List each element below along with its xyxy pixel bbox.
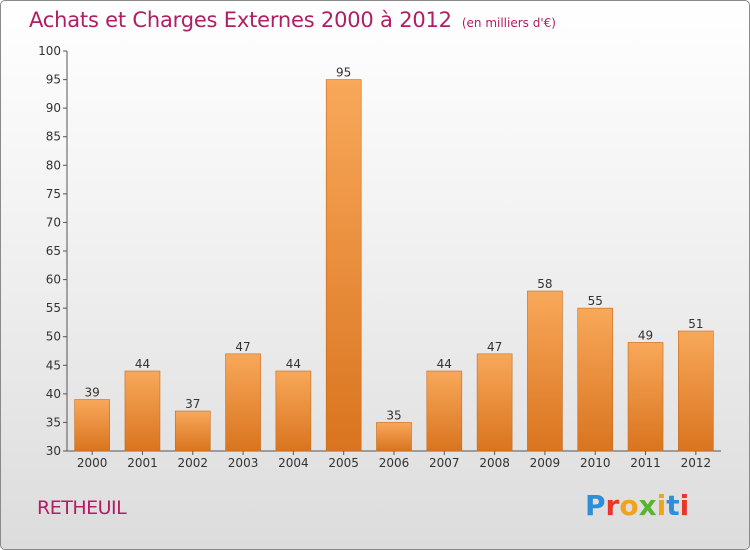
value-label: 95 [336,66,351,80]
value-label: 58 [537,277,552,291]
bar-layer [74,79,714,452]
x-tick-label: 2006 [379,456,410,470]
y-tick-label: 35 [46,415,61,429]
logo-letter: t [666,489,680,522]
logo-letter: o [619,489,639,522]
value-label: 39 [85,386,100,400]
x-tick-label: 2002 [177,456,208,470]
bar [678,330,714,452]
y-tick-label: 75 [46,187,61,201]
x-tick-label: 2003 [228,456,259,470]
axis-layer: 30 35 40 45 50 55 60 65 70 75 80 85 90 95 100 2000 2001 2… [38,44,721,470]
x-tick-label: 2007 [429,456,460,470]
value-label: 47 [487,340,502,354]
x-tick-label: 2004 [278,456,309,470]
y-tick-label: 90 [46,101,61,115]
y-tick-label: 50 [46,330,61,344]
bar [74,399,110,452]
value-label: 44 [437,357,452,371]
x-tick-label: 2008 [479,456,510,470]
y-tick-label: 85 [46,130,61,144]
y-tick-label: 80 [46,158,61,172]
bar [124,370,161,452]
proxiti-logo: Proxiti [585,489,689,522]
value-label: 49 [638,328,653,342]
y-tick-label: 65 [46,244,61,258]
y-tick-label: 40 [46,387,61,401]
chart-heading: Achats et Charges Externes 2000 à 2012 (e… [29,8,556,32]
bar [426,370,463,452]
x-tick-label: 2009 [530,456,561,470]
x-tick-label: 2012 [681,456,712,470]
x-tick-label: 2001 [127,456,158,470]
bar [275,370,312,452]
logo-letter: i [679,489,690,522]
value-label: 37 [185,397,200,411]
logo-letter: P [585,489,606,522]
bar [376,422,412,452]
y-tick-label: 60 [46,273,61,287]
bar [225,353,261,452]
logo-letter: i [656,489,667,522]
value-label: 51 [688,317,703,331]
bar [476,353,513,452]
commune-name: RETHEUIL [37,497,127,519]
value-label: 44 [286,357,301,371]
x-tick-label: 2005 [328,456,359,470]
logo-letter: x [638,489,657,522]
value-label: 35 [386,408,401,422]
x-tick-label: 2010 [580,456,611,470]
bar [325,79,362,452]
y-tick-label: 30 [46,444,61,458]
bar [527,290,563,452]
x-tick-label: 2000 [77,456,108,470]
x-tick-label: 2011 [630,456,661,470]
y-tick-label: 95 [46,73,61,87]
bar [577,307,614,452]
logo-letter: r [605,489,620,522]
bar [627,342,664,452]
chart-title: Achats et Charges Externes 2000 à 2012 [29,8,452,32]
label-layer: 39 44 37 47 44 95 35 44 47 58 55 49 51 [85,66,704,423]
value-label: 55 [588,294,603,308]
y-tick-label: 70 [46,215,61,229]
value-label: 44 [135,357,150,371]
y-tick-label: 45 [46,358,61,372]
y-tick-label: 55 [46,301,61,315]
bar [174,410,211,452]
y-tick-label: 100 [38,44,61,58]
chart-subtitle: (en milliers d'€) [461,16,556,30]
value-label: 47 [235,340,250,354]
